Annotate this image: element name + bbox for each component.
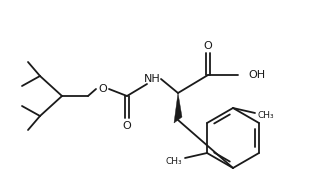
Text: OH: OH: [248, 70, 265, 80]
Text: O: O: [123, 121, 132, 131]
Text: CH₃: CH₃: [165, 157, 182, 165]
Text: O: O: [204, 41, 212, 51]
Text: O: O: [99, 84, 108, 94]
Text: CH₃: CH₃: [258, 112, 275, 120]
Text: NH: NH: [144, 74, 160, 84]
Polygon shape: [174, 93, 182, 123]
